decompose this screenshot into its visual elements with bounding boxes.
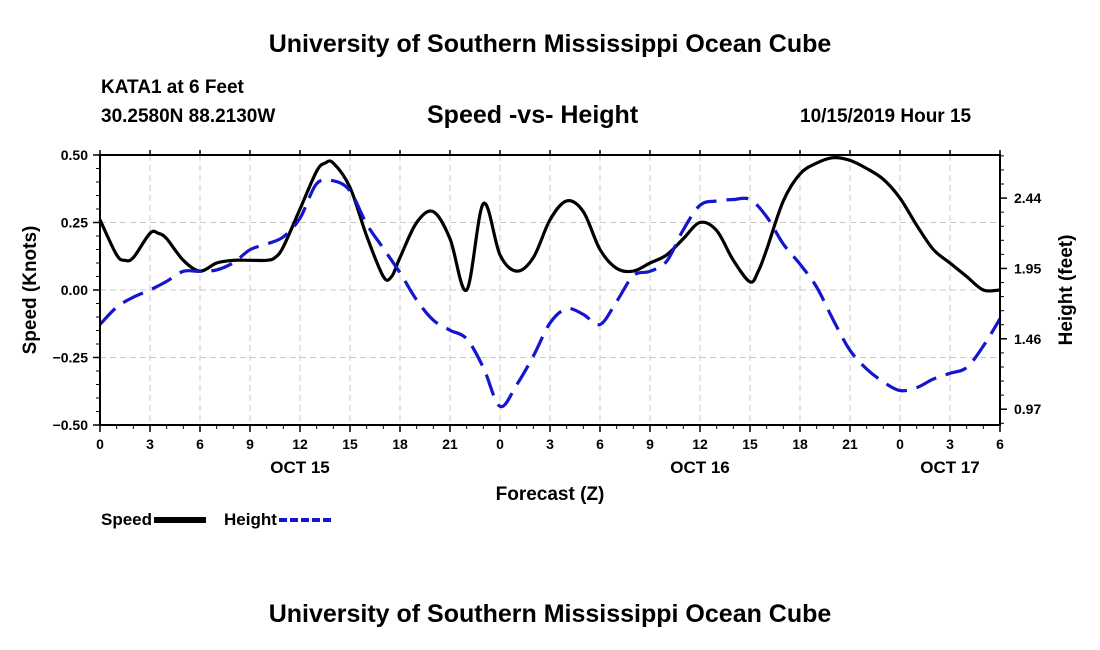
legend-item-speed: Speed [101,510,207,530]
x-tick-label: 21 [842,436,858,452]
x-tick-label: 15 [742,436,758,452]
date-label: OCT 16 [670,458,730,477]
x-tick-label: 0 [896,436,904,452]
x-tick-label: 15 [342,436,358,452]
x-tick-label: 6 [596,436,604,452]
date-label: OCT 15 [270,458,330,477]
x-tick-label: 3 [146,436,154,452]
x-axis-label: Forecast (Z) [496,484,605,505]
x-tick-label: 18 [392,436,408,452]
forecast-datetime: 10/15/2019 Hour 15 [800,106,972,127]
date-label: OCT 17 [920,458,980,477]
y-left-tick-label: 0.00 [61,282,88,298]
legend-speed-swatch [154,517,207,523]
y-right-tick-label: 1.46 [1014,331,1041,347]
x-tick-label: 0 [96,436,104,452]
footer-title: University of Southern Mississippi Ocean… [268,600,832,628]
series-line-height [98,177,1002,409]
y-right-tick-label: 0.97 [1014,401,1041,417]
legend-height-label: Height [224,510,277,529]
x-tick-label: 18 [792,436,808,452]
series-line-speed [98,156,1001,293]
x-tick-label: 9 [646,436,654,452]
x-tick-label: 6 [996,436,1004,452]
x-tick-label: 6 [196,436,204,452]
page-title: University of Southern Mississippi Ocean… [268,30,832,58]
x-tick-label: 3 [546,436,554,452]
x-tick-label: 9 [246,436,254,452]
speed-height-chart: 0 3 6 9 12 15 18 21 0 3 6 9 12 15 18 21 0 3 6 OCT 15 OCT 16 O… [20,147,1077,505]
y-right-tick-label: 2.44 [1014,190,1041,206]
x-tick-label: 3 [946,436,954,452]
legend-item-height: Height [224,510,331,530]
plot-title: Speed -vs- Height [427,101,639,129]
y-left-tick-label: 0.50 [61,147,88,163]
y-right-tick-label: 1.95 [1014,260,1041,276]
x-tick-label: 0 [496,436,504,452]
y-left-tick-label: −0.50 [53,417,89,433]
x-tick-label: 12 [292,436,308,452]
legend-speed-label: Speed [101,510,153,529]
station-coordinates: 30.2580N 88.2130W [101,106,276,127]
y-left-tick-label: −0.25 [53,350,89,366]
legend-height-swatch [278,518,331,522]
station-label: KATA1 at 6 Feet [101,77,244,98]
y-axis-right-label: Height (feet) [1056,235,1077,346]
x-tick-label: 21 [442,436,458,452]
y-axis-left-label: Speed (Knots) [20,226,41,355]
chart-legend: Speed Height [101,509,349,531]
y-left-tick-label: 0.25 [61,215,88,231]
x-tick-label: 12 [692,436,708,452]
